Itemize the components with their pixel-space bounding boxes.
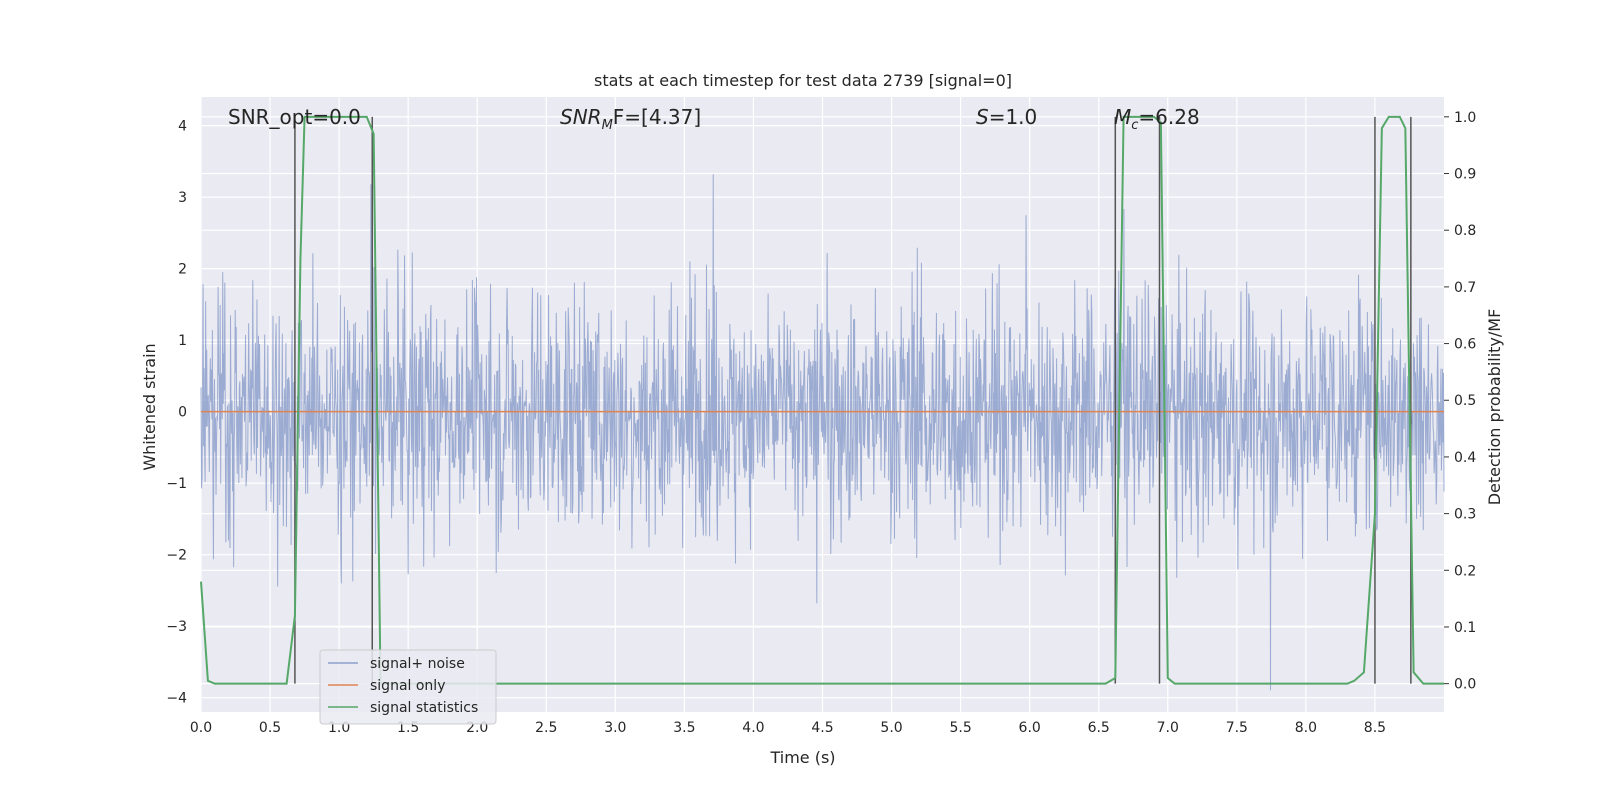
annotation-mc-rest: =6.28 [1138, 105, 1199, 129]
x-tick-label: 0.5 [259, 720, 281, 736]
x-tick-label: 3.5 [673, 720, 695, 736]
y-tick-label: −1 [166, 476, 187, 492]
y-axis-ticks: 4 3 2 1 0 −1 −2 −3 −4 [166, 119, 187, 707]
annotation-mc-italic: M [1114, 105, 1131, 129]
legend-box [319, 649, 497, 725]
series-signal-statistics [200, 115, 1444, 685]
y2-axis-ticks: 1.0 0.9 0.8 0.7 0.6 0.5 0.4 0.3 0.2 0.1 0.0 [1444, 110, 1476, 693]
legend: signal+ noise signal only signal statist… [319, 649, 497, 725]
y2-tick-label: 0.1 [1454, 620, 1476, 636]
y-tick-label: 3 [178, 190, 187, 206]
annotation-snr-mf: SNRMF=[4.37] [560, 105, 701, 133]
chart-title: stats at each timestep for test data 273… [594, 71, 1012, 90]
x-tick-label: 6.5 [1088, 720, 1110, 736]
y-tick-label: −2 [166, 548, 187, 564]
y-tick-label: 4 [178, 119, 187, 135]
x-tick-label: 4.5 [811, 720, 833, 736]
series-signal-noise [200, 174, 1445, 691]
y2-tick-label: 1.0 [1454, 110, 1476, 126]
y2-tick-label: 0.4 [1454, 450, 1476, 466]
y-axis-label: Whitened strain [140, 343, 159, 470]
detection-markers [294, 116, 1412, 684]
x-tick-label: 4.0 [742, 720, 764, 736]
y2-tick-label: 0.2 [1454, 563, 1476, 579]
x-axis-label: Time (s) [769, 748, 835, 767]
legend-label-signal-only: signal only [370, 678, 445, 694]
signal-statistics-line [200, 115, 1444, 685]
y2-tick-label: 0.5 [1454, 393, 1476, 409]
annotation-mc: Mc=6.28 [1114, 105, 1200, 133]
y-tick-label: 0 [178, 405, 187, 421]
annotation-s-italic: S [976, 105, 989, 129]
y2-tick-label: 0.6 [1454, 337, 1476, 353]
annotation-s: S=1.0 [976, 105, 1037, 129]
y2-tick-label: 0.0 [1454, 677, 1476, 693]
x-tick-label: 5.0 [880, 720, 902, 736]
y-tick-label: −4 [166, 691, 187, 707]
y-tick-label: 2 [178, 262, 187, 278]
y2-tick-label: 0.9 [1454, 167, 1476, 183]
y2-tick-label: 0.3 [1454, 507, 1476, 523]
y2-tick-label: 0.7 [1454, 280, 1476, 296]
y-tick-label: −3 [166, 619, 187, 635]
annotation-s-rest: =1.0 [989, 105, 1038, 129]
x-tick-label: 6.0 [1019, 720, 1041, 736]
legend-label-signal-statistics: signal statistics [370, 700, 478, 716]
y2-tick-label: 0.8 [1454, 223, 1476, 239]
x-tick-label: 3.0 [604, 720, 626, 736]
annotation-snr-mf-sub: M [602, 118, 613, 133]
annotation-mc-sub: c [1131, 118, 1138, 133]
y-tick-label: 1 [178, 333, 187, 349]
x-tick-label: 8.5 [1364, 720, 1386, 736]
annotation-snr-mf-rest: F=[4.37] [613, 105, 701, 129]
x-tick-label: 7.5 [1226, 720, 1248, 736]
y2-axis-label: Detection probability/MF [1485, 309, 1504, 506]
x-tick-label: 7.0 [1157, 720, 1179, 736]
noise-line [200, 174, 1445, 691]
x-tick-label: 2.5 [535, 720, 557, 736]
x-tick-label: 5.5 [949, 720, 971, 736]
x-axis-ticks: 0.0 0.5 1.0 1.5 2.0 2.5 3.0 3.5 4.0 4.5 5.0 5.5 6.0 6… [190, 720, 1386, 736]
x-tick-label: 0.0 [190, 720, 212, 736]
x-tick-label: 8.0 [1295, 720, 1317, 736]
legend-label-signal-noise: signal+ noise [370, 656, 465, 672]
annotation-snr-mf-main: SNR [560, 105, 602, 129]
annotation-snr-opt: SNR_opt=0.0 [228, 105, 361, 129]
